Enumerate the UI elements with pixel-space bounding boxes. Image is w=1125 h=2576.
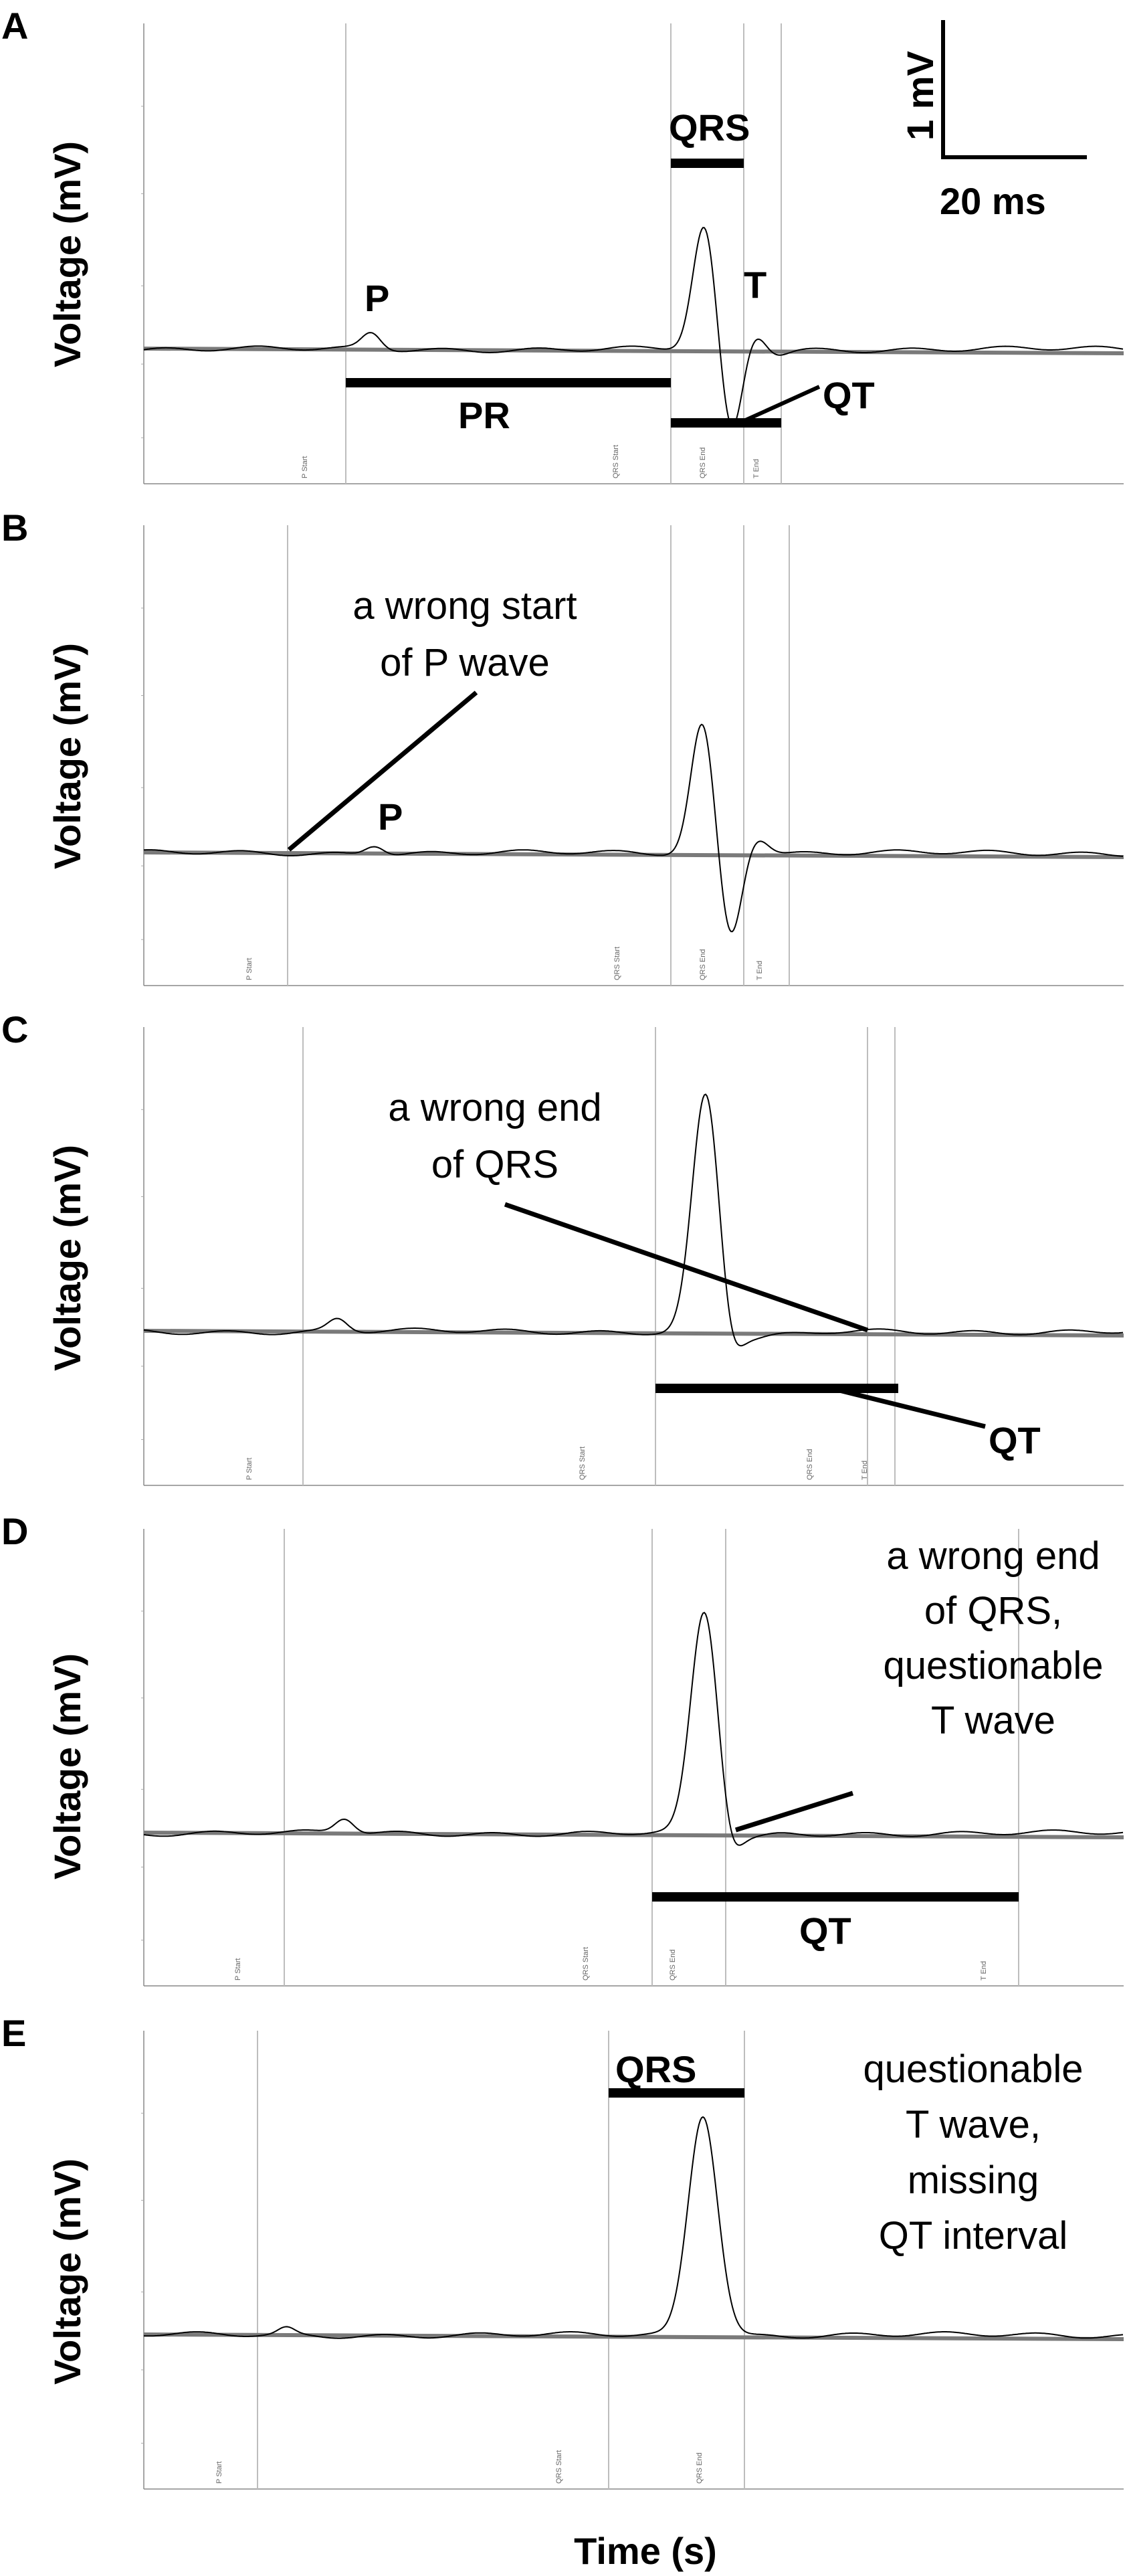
- marker-label: T End: [756, 961, 764, 980]
- panel-d-plot: P Start QRS Start QRS End T End: [141, 1529, 1124, 1987]
- ecg-trace: [143, 1093, 1124, 1347]
- marker-label: QRS End: [699, 448, 707, 478]
- panel-d-annotation-line4: T wave: [931, 1699, 1055, 1742]
- x-axis-label: Time (s): [574, 2530, 717, 2572]
- ecg-trace: [143, 723, 1124, 933]
- marker-label: P Start: [215, 2462, 223, 2484]
- panel-a-plot: P Start QRS Start QRS End T End: [141, 23, 1124, 484]
- panel-b-plot: P Start QRS Start QRS End T End: [141, 525, 1124, 986]
- panel-a-label: A: [1, 5, 28, 47]
- ecg-trace: [143, 2116, 1124, 2339]
- panel-d-qt-label: QT: [799, 1910, 851, 1952]
- panel-a-qrs-label: QRS: [669, 106, 750, 149]
- panel-b-p-label: P: [378, 796, 403, 838]
- panel-a-ylabel: Voltage (mV): [46, 141, 88, 367]
- panel-a-p-label: P: [365, 277, 389, 319]
- panel-e-annotation-line1: questionable: [863, 2047, 1084, 2091]
- panel-c-annotation-line1: a wrong end: [388, 1086, 601, 1129]
- panel-d-ylabel: Voltage (mV): [46, 1653, 88, 1879]
- marker-label: T End: [861, 1461, 869, 1480]
- wrong-qrs-end-pointer: [504, 1202, 869, 1333]
- marker-label: QRS Start: [613, 947, 621, 980]
- panel-b-annotation-line2: of P wave: [380, 641, 550, 684]
- marker-label: QRS Start: [555, 2450, 563, 2484]
- panel-d-label: D: [1, 1510, 28, 1552]
- marker-label: P Start: [234, 1958, 242, 1981]
- marker-label: QRS End: [669, 1950, 677, 1981]
- panel-d-annotation-line1: a wrong end: [886, 1534, 1100, 1578]
- marker-label: T End: [980, 1961, 988, 1981]
- ecg-trace: [143, 227, 1124, 428]
- marker-label: QRS Start: [582, 1947, 590, 1981]
- panel-c-plot: P Start QRS Start QRS End T End: [141, 1027, 1124, 1486]
- panel-c-label: C: [1, 1008, 28, 1050]
- panel-a-qt-label: QT: [823, 374, 875, 416]
- panel-a-pr-label: PR: [458, 394, 510, 436]
- marker-label: P Start: [245, 958, 253, 980]
- panel-e-plot: P Start QRS Start QRS End: [141, 2031, 1124, 2490]
- marker-label: QRS End: [696, 2453, 704, 2484]
- panel-a-t-label: T: [744, 264, 766, 306]
- wrong-p-start-pointer: [287, 691, 478, 852]
- panel-b-annotation-line1: a wrong start: [352, 584, 577, 628]
- panel-b-ylabel: Voltage (mV): [46, 643, 88, 869]
- panel-e-qrs-label: QRS: [615, 2048, 696, 2090]
- marker-label: P Start: [245, 1458, 253, 1480]
- panel-b-label: B: [1, 507, 28, 549]
- panel-d-annotation-line3: questionable: [884, 1644, 1104, 1687]
- panel-e-annotation-line2: T wave,: [906, 2103, 1041, 2146]
- panel-d-annotation-line2: of QRS,: [924, 1589, 1062, 1633]
- panel-e-label: E: [1, 2012, 26, 2054]
- wrong-qrs-end-pointer: [734, 1790, 854, 1833]
- marker-label: QRS End: [806, 1449, 814, 1480]
- scalebar-time-label: 20 ms: [940, 180, 1046, 222]
- scalebar-voltage-label: 1 mV: [899, 51, 941, 141]
- marker-label: QRS Start: [579, 1447, 587, 1480]
- marker-label: QRS Start: [612, 445, 620, 478]
- baseline: [143, 850, 1124, 859]
- marker-label: T End: [752, 459, 760, 478]
- panel-e-annotation-line3: missing: [908, 2158, 1039, 2202]
- panel-c-annotation-line2: of QRS: [431, 1143, 558, 1186]
- panel-e-ylabel: Voltage (mV): [46, 2158, 88, 2385]
- qt-pointer: [741, 385, 821, 424]
- ecg-trace: [143, 1611, 1124, 1846]
- qt-pointer: [839, 1388, 986, 1429]
- panel-c-qt-label: QT: [989, 1419, 1041, 1461]
- baseline: [143, 1329, 1124, 1338]
- marker-label: P Start: [301, 456, 309, 478]
- marker-label: QRS End: [699, 949, 707, 980]
- panel-e-annotation-line4: QT interval: [879, 2214, 1068, 2258]
- panel-c-ylabel: Voltage (mV): [46, 1145, 88, 1371]
